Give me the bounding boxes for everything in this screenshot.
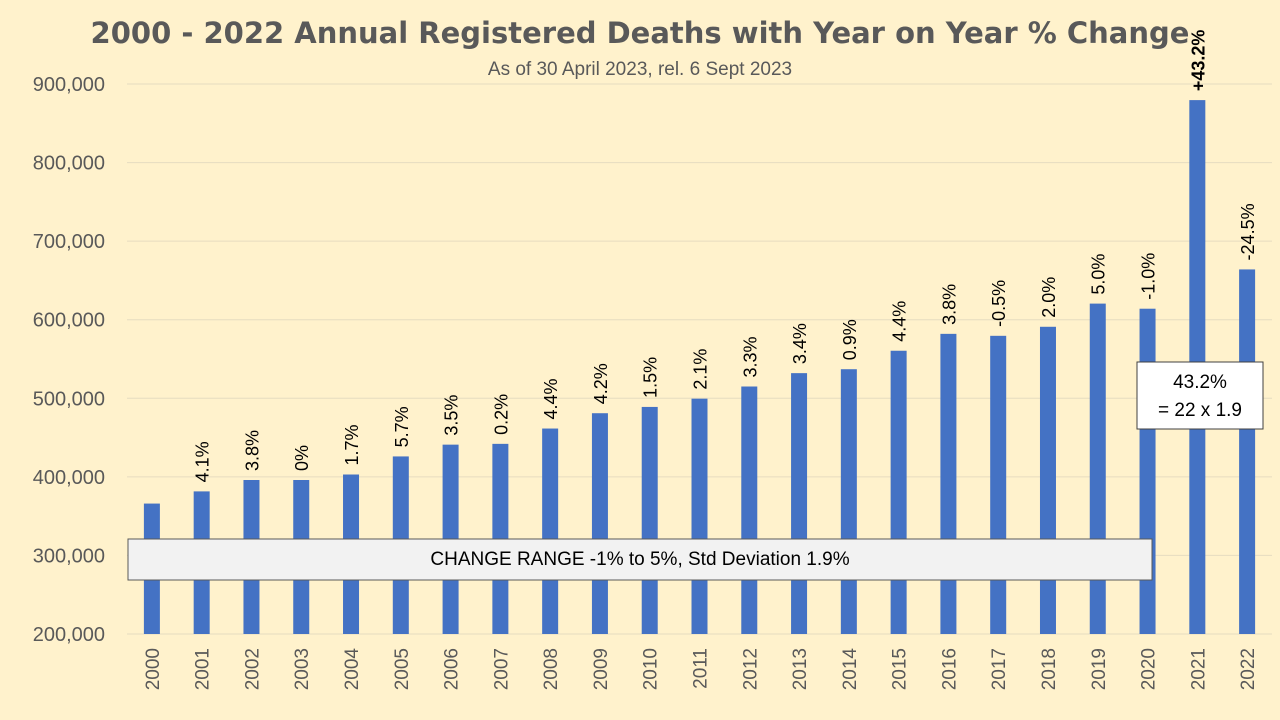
bar-2018 (1039, 326, 1056, 634)
data-label-2002: 3.8% (242, 430, 262, 471)
data-label-2006: 3.5% (442, 395, 462, 436)
bar-2010 (641, 406, 658, 634)
x-tick-label: 2000 (143, 648, 164, 690)
bar-2022 (1239, 269, 1256, 634)
x-tick-label: 2004 (342, 648, 363, 691)
bar-2008 (542, 428, 559, 634)
x-tick-label: 2013 (790, 648, 811, 690)
x-tick-label: 2018 (1039, 648, 1060, 690)
bar-2013 (791, 373, 808, 634)
bar-2012 (741, 386, 758, 634)
data-label-2001: 4.1% (193, 441, 213, 482)
data-label-2003: 0% (292, 445, 312, 471)
x-tick-label: 2015 (890, 648, 911, 690)
x-tick-label: 2002 (242, 648, 263, 690)
x-tick-label: 2008 (541, 648, 562, 690)
x-tick-label: 2003 (292, 648, 313, 690)
data-label-2008: 4.4% (541, 379, 561, 420)
bar-2009 (591, 413, 608, 634)
data-label-2004: 1.7% (342, 424, 362, 465)
label-layer: 4.1% 3.8% 0% 1.7% 5.7% 3.5% 0.2% 4.4% 4.2% 1.5% 2.… (193, 30, 1258, 483)
x-tick-label: 2021 (1188, 648, 1209, 690)
data-label-2017: -0.5% (989, 280, 1009, 327)
data-label-2014: 0.9% (840, 319, 860, 360)
x-tick-label: 2009 (591, 648, 612, 690)
y-tick-label: 200,000 (33, 624, 105, 646)
bar-2015 (890, 350, 907, 634)
x-tick-label: 2005 (392, 648, 413, 690)
chart-title: 2000 - 2022 Annual Registered Deaths wit… (91, 16, 1190, 50)
y-tick-label: 700,000 (33, 231, 105, 253)
x-tick-label: 2001 (193, 648, 214, 690)
x-tick-label: 2007 (491, 648, 512, 690)
y-tick-label: 300,000 (33, 545, 105, 567)
data-label-2009: 4.2% (591, 363, 611, 404)
data-label-2010: 1.5% (641, 357, 661, 398)
bar-2016 (940, 333, 957, 634)
x-tick-label: 2020 (1139, 648, 1160, 690)
range-annotation-text: CHANGE RANGE -1% to 5%, Std Deviation 1.… (430, 549, 849, 570)
data-label-2013: 3.4% (790, 323, 810, 364)
x-tick-label: 2022 (1238, 648, 1259, 690)
data-label-2007: 0.2% (491, 394, 511, 435)
bar-2020 (1139, 308, 1156, 634)
bar-2017 (990, 335, 1007, 634)
y-tick-label: 800,000 (33, 153, 105, 175)
data-label-2015: 4.4% (890, 301, 910, 342)
x-tick-label: 2010 (641, 648, 662, 690)
y-tick-label: 900,000 (33, 74, 105, 96)
chart-subtitle: As of 30 April 2023, rel. 6 Sept 2023 (488, 59, 792, 80)
data-label-2012: 3.3% (740, 336, 760, 377)
y-tick-label: 400,000 (33, 467, 105, 489)
x-tick-label: 2006 (442, 648, 463, 690)
data-label-2005: 5.7% (392, 406, 412, 447)
data-label-2022: -24.5% (1238, 203, 1258, 260)
ratio-annotation: 43.2% = 22 x 1.9 (1136, 361, 1264, 430)
data-label-2020: -1.0% (1139, 253, 1159, 300)
bar-2014 (840, 369, 857, 634)
ratio-annotation-line2: = 22 x 1.9 (1158, 400, 1242, 421)
data-label-2018: 2.0% (1039, 277, 1059, 318)
bar-2011 (691, 398, 708, 634)
data-label-2021: +43.2% (1188, 30, 1208, 92)
y-axis: 200,000 300,000 400,000 500,000 600,000 700,0… (33, 74, 105, 646)
range-annotation-box (127, 538, 1153, 581)
y-tick-label: 500,000 (33, 388, 105, 410)
data-label-2019: 5.0% (1089, 254, 1109, 295)
x-tick-label: 2011 (691, 648, 712, 689)
data-label-2016: 3.8% (939, 284, 959, 325)
x-tick-label: 2016 (939, 648, 960, 690)
data-label-2011: 2.1% (691, 349, 711, 390)
x-axis: 2000 2001 2002 2003 2004 2005 2006 2007 2008 2009… (143, 648, 1259, 691)
y-tick-label: 600,000 (33, 310, 105, 332)
ratio-annotation-box (1136, 361, 1264, 430)
x-tick-label: 2017 (989, 648, 1010, 690)
x-tick-label: 2019 (1089, 648, 1110, 690)
range-annotation: CHANGE RANGE -1% to 5%, Std Deviation 1.… (127, 538, 1153, 581)
bar-2019 (1089, 303, 1106, 634)
x-tick-label: 2012 (740, 648, 761, 690)
ratio-annotation-line1: 43.2% (1173, 372, 1227, 393)
x-tick-label: 2014 (840, 648, 861, 691)
